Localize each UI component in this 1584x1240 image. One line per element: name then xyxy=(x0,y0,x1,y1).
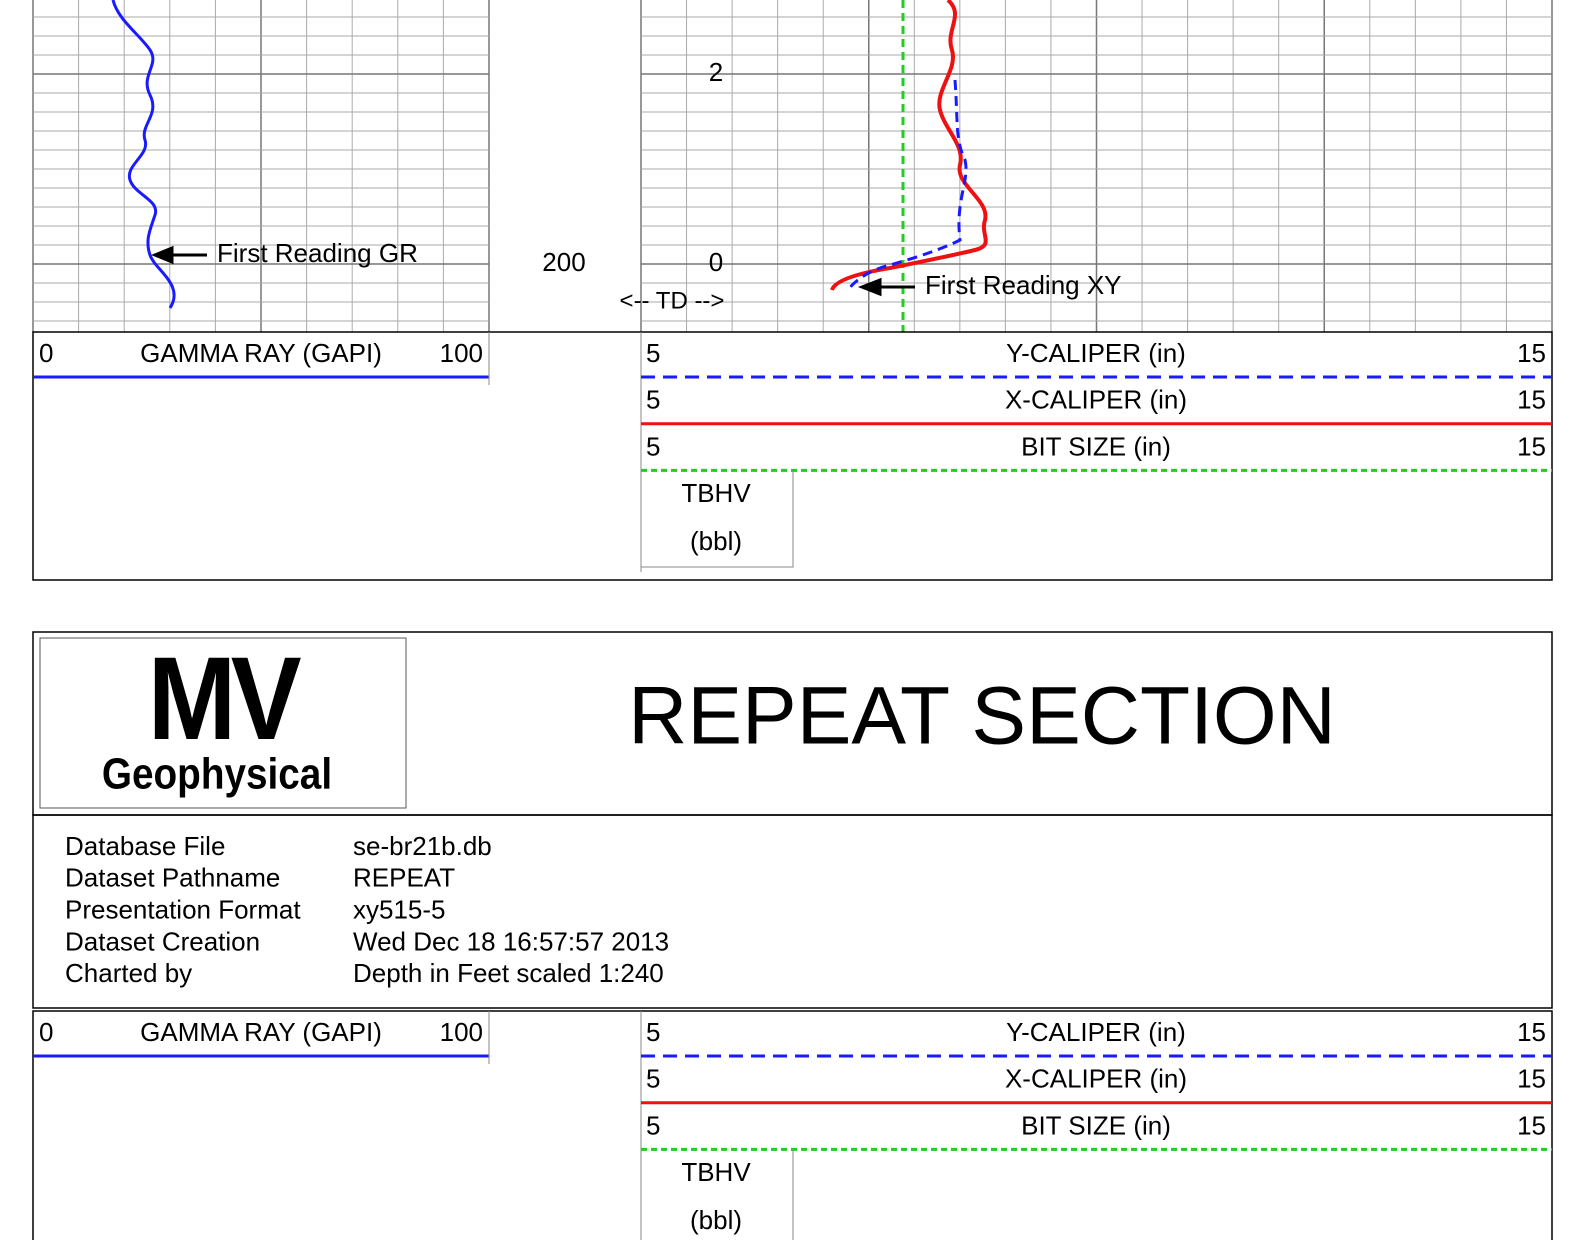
scale-name: X-CALIPER (in) xyxy=(1005,385,1187,415)
volume-unit: (bbl) xyxy=(690,526,742,556)
scale-label: 2 xyxy=(709,57,723,87)
scale-name: BIT SIZE (in) xyxy=(1021,1110,1171,1140)
section-title: REPEAT SECTION xyxy=(628,671,1336,762)
info-value: se-br21b.db xyxy=(353,831,492,861)
volume-name: TBHV xyxy=(681,478,751,508)
info-value: REPEAT xyxy=(353,863,455,893)
logo-mark: MV xyxy=(148,632,302,764)
scale-name: X-CALIPER (in) xyxy=(1005,1064,1187,1094)
annotation: First Reading XY xyxy=(925,270,1122,300)
scale-max: 100 xyxy=(440,338,483,368)
volume-box xyxy=(792,1149,794,1240)
scale-name: BIT SIZE (in) xyxy=(1021,431,1171,461)
info-value: Depth in Feet scaled 1:240 xyxy=(353,958,664,988)
scale-max: 15 xyxy=(1517,1110,1546,1140)
info-box xyxy=(32,814,1553,1009)
header-box xyxy=(32,1010,1553,1240)
scale-min: 5 xyxy=(646,1110,660,1140)
gamma-curve xyxy=(111,0,176,309)
scale-max: 100 xyxy=(440,1017,483,1047)
info-value: Wed Dec 18 16:57:57 2013 xyxy=(353,926,669,956)
scale-label: 0 xyxy=(709,247,723,277)
scale-min: 5 xyxy=(646,385,660,415)
logo-name: Geophysical xyxy=(102,748,332,798)
arrow xyxy=(151,245,207,265)
info-label: Dataset Pathname xyxy=(65,863,280,893)
y-caliper-curve xyxy=(846,79,968,291)
logo-box xyxy=(39,637,407,809)
annotation: First Reading GR xyxy=(217,238,418,268)
volume-box xyxy=(641,470,794,568)
scale-headers: 0 GAMMA RAY (GAPI) 100 5 Y-CALIPER (in) 15 5 X-… xyxy=(32,331,1553,1240)
scale-name: GAMMA RAY (GAPI) xyxy=(140,338,382,368)
info-table: Database File se-br21b.db Dataset Pathname… xyxy=(65,831,669,988)
depth-label: 200 xyxy=(542,247,585,277)
scale-max: 15 xyxy=(1517,385,1546,415)
info-label: Dataset Creation xyxy=(65,926,260,956)
scale-min: 5 xyxy=(646,431,660,461)
scale-max: 15 xyxy=(1517,1064,1546,1094)
scale-name: Y-CALIPER (in) xyxy=(1006,1017,1186,1047)
scale-min: 0 xyxy=(39,338,53,368)
info-label: Presentation Format xyxy=(65,894,301,924)
log-grid xyxy=(32,0,1553,332)
info-value: xy515-5 xyxy=(353,894,446,924)
scale-max: 15 xyxy=(1517,1017,1546,1047)
scale-min: 5 xyxy=(646,338,660,368)
volume-unit: (bbl) xyxy=(690,1205,742,1235)
td-marker: <-- TD --> xyxy=(620,287,725,314)
arrow xyxy=(857,277,915,297)
header-box xyxy=(32,331,1553,581)
x-caliper-curve xyxy=(830,0,988,291)
scale-name: GAMMA RAY (GAPI) xyxy=(140,1017,382,1047)
scale-max: 15 xyxy=(1517,338,1546,368)
scale-name: Y-CALIPER (in) xyxy=(1006,338,1186,368)
info-label: Charted by xyxy=(65,958,192,988)
scale-min: 5 xyxy=(646,1064,660,1094)
volume-name: TBHV xyxy=(681,1157,751,1187)
scale-max: 15 xyxy=(1517,431,1546,461)
scale-min: 5 xyxy=(646,1017,660,1047)
scale-min: 0 xyxy=(39,1017,53,1047)
info-label: Database File xyxy=(65,831,225,861)
